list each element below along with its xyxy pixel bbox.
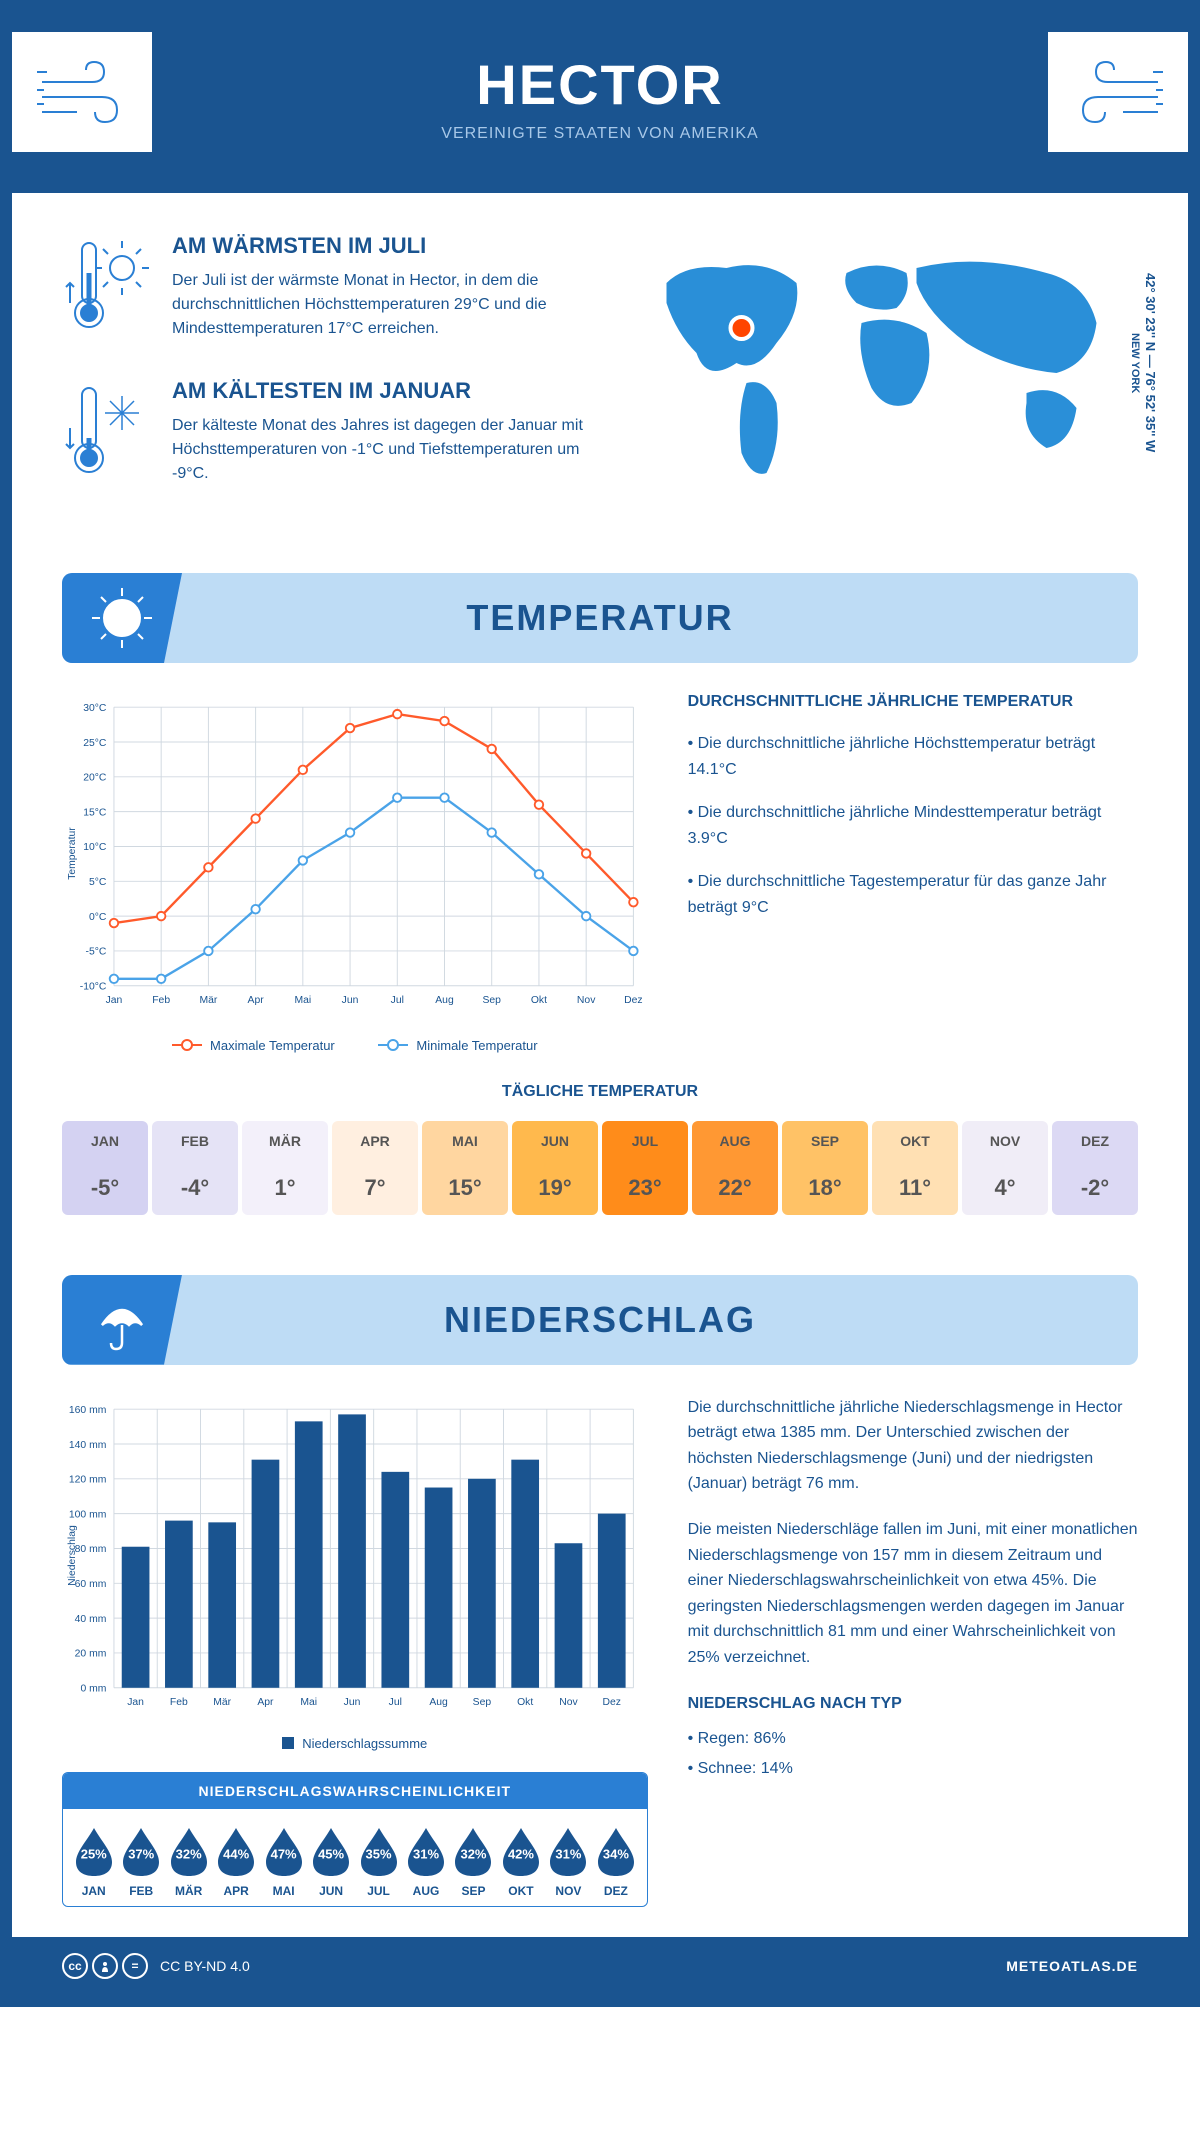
svg-text:Nov: Nov xyxy=(577,995,596,1006)
precipitation-info: Die durchschnittliche jährliche Niedersc… xyxy=(688,1395,1138,1908)
wind-icon-left xyxy=(12,32,152,152)
svg-text:40 mm: 40 mm xyxy=(75,1614,107,1625)
svg-text:160 mm: 160 mm xyxy=(69,1405,106,1416)
svg-text:Dez: Dez xyxy=(603,1696,621,1707)
probability-drop: 35%JUL xyxy=(356,1824,401,1898)
svg-text:Jul: Jul xyxy=(391,995,404,1006)
temperature-line-chart: -10°C -5°C 0°C 5°C 10°C 15°C 20°C 25°C 30°C Jan Fe… xyxy=(62,693,648,1053)
probability-drop: 32%SEP xyxy=(451,1824,496,1898)
precipitation-bar-chart: 0 mm 20 mm 40 mm 60 mm 80 mm 100 mm 120 mm 140 … xyxy=(62,1395,648,1716)
svg-text:Jun: Jun xyxy=(342,995,359,1006)
thermometer-cold-icon xyxy=(62,378,152,493)
temp-cell: DEZ-2° xyxy=(1052,1121,1138,1215)
warmest-title: AM WÄRMSTEN IM JULI xyxy=(172,233,585,259)
probability-drop: 34%DEZ xyxy=(593,1824,638,1898)
thermometer-hot-icon xyxy=(62,233,152,348)
svg-text:Jan: Jan xyxy=(106,995,123,1006)
temp-cell: AUG22° xyxy=(692,1121,778,1215)
svg-text:30°C: 30°C xyxy=(83,703,107,714)
svg-text:Jul: Jul xyxy=(389,1696,402,1707)
svg-text:-5°C: -5°C xyxy=(86,947,107,958)
probability-drop: 25%JAN xyxy=(71,1824,116,1898)
svg-text:-10°C: -10°C xyxy=(80,982,107,993)
svg-text:15°C: 15°C xyxy=(83,807,107,818)
svg-text:0 mm: 0 mm xyxy=(80,1683,106,1694)
daily-temperature-table: TÄGLICHE TEMPERATUR JAN-5°FEB-4°MÄR1°APR… xyxy=(12,1083,1188,1255)
temp-cell: APR7° xyxy=(332,1121,418,1215)
coldest-text: Der kälteste Monat des Jahres ist dagege… xyxy=(172,414,585,486)
svg-text:Jun: Jun xyxy=(344,1696,361,1707)
temp-cell: SEP18° xyxy=(782,1121,868,1215)
probability-drop: 31%NOV xyxy=(546,1824,591,1898)
probability-drop: 47%MAI xyxy=(261,1824,306,1898)
probability-drop: 45%JUN xyxy=(308,1824,353,1898)
svg-text:Feb: Feb xyxy=(152,995,170,1006)
svg-text:Dez: Dez xyxy=(624,995,642,1006)
umbrella-icon xyxy=(62,1275,182,1365)
svg-text:0°C: 0°C xyxy=(89,912,107,923)
warmest-block: AM WÄRMSTEN IM JULI Der Juli ist der wär… xyxy=(62,233,585,348)
svg-text:60 mm: 60 mm xyxy=(75,1579,107,1590)
svg-text:Okt: Okt xyxy=(531,995,547,1006)
svg-text:20°C: 20°C xyxy=(83,773,107,784)
svg-text:80 mm: 80 mm xyxy=(75,1544,107,1555)
probability-drop: 32%MÄR xyxy=(166,1824,211,1898)
probability-drop: 42%OKT xyxy=(498,1824,543,1898)
svg-text:25°C: 25°C xyxy=(83,738,107,749)
world-map xyxy=(615,233,1138,493)
probability-drop: 44%APR xyxy=(213,1824,258,1898)
footer: cc = CC BY-ND 4.0 METEOATLAS.DE xyxy=(12,1937,1188,1995)
svg-text:Mai: Mai xyxy=(294,995,311,1006)
section-header-temperature: TEMPERATUR xyxy=(62,573,1138,663)
probability-drop: 37%FEB xyxy=(118,1824,163,1898)
svg-text:Sep: Sep xyxy=(473,1696,492,1707)
svg-text:Apr: Apr xyxy=(257,1696,274,1707)
temp-cell: NOV4° xyxy=(962,1121,1048,1215)
coordinates: 42° 30' 23'' N — 76° 52' 35'' WNEW YORK xyxy=(1128,233,1158,493)
site-name: METEOATLAS.DE xyxy=(1006,1958,1138,1974)
temp-cell: MAI15° xyxy=(422,1121,508,1215)
svg-text:Mär: Mär xyxy=(213,1696,231,1707)
wind-icon-right xyxy=(1048,32,1188,152)
svg-text:Nov: Nov xyxy=(559,1696,578,1707)
svg-text:Jan: Jan xyxy=(127,1696,144,1707)
temperature-info: DURCHSCHNITTLICHE JÄHRLICHE TEMPERATUR •… xyxy=(688,693,1138,1053)
svg-text:Aug: Aug xyxy=(429,1696,448,1707)
cc-icons: cc = xyxy=(62,1953,148,1979)
country-subtitle: VEREINIGTE STAATEN VON AMERIKA xyxy=(32,125,1168,143)
svg-text:Feb: Feb xyxy=(170,1696,188,1707)
license-text: CC BY-ND 4.0 xyxy=(160,1958,250,1974)
temp-cell: OKT11° xyxy=(872,1121,958,1215)
temp-cell: JAN-5° xyxy=(62,1121,148,1215)
svg-text:100 mm: 100 mm xyxy=(69,1509,106,1520)
temp-cell: JUN19° xyxy=(512,1121,598,1215)
section-header-precipitation: NIEDERSCHLAG xyxy=(62,1275,1138,1365)
temp-cell: FEB-4° xyxy=(152,1121,238,1215)
svg-text:Temperatur: Temperatur xyxy=(67,827,78,880)
svg-text:120 mm: 120 mm xyxy=(69,1474,106,1485)
sun-icon xyxy=(62,573,182,663)
intro-section: AM WÄRMSTEN IM JULI Der Juli ist der wär… xyxy=(12,193,1188,553)
warmest-text: Der Juli ist der wärmste Monat in Hector… xyxy=(172,269,585,341)
temp-cell: JUL23° xyxy=(602,1121,688,1215)
precipitation-probability-box: NIEDERSCHLAGSWAHRSCHEINLICHKEIT 25%JAN37… xyxy=(62,1772,648,1907)
svg-text:Okt: Okt xyxy=(517,1696,533,1707)
temp-cell: MÄR1° xyxy=(242,1121,328,1215)
coldest-title: AM KÄLTESTEN IM JANUAR xyxy=(172,378,585,404)
svg-text:Aug: Aug xyxy=(435,995,454,1006)
city-title: HECTOR xyxy=(32,52,1168,117)
coldest-block: AM KÄLTESTEN IM JANUAR Der kälteste Mona… xyxy=(62,378,585,493)
svg-text:10°C: 10°C xyxy=(83,842,107,853)
svg-text:Sep: Sep xyxy=(482,995,501,1006)
svg-text:Apr: Apr xyxy=(248,995,265,1006)
svg-text:5°C: 5°C xyxy=(89,877,107,888)
svg-text:20 mm: 20 mm xyxy=(75,1648,107,1659)
svg-text:Niederschlag: Niederschlag xyxy=(67,1525,78,1586)
svg-text:140 mm: 140 mm xyxy=(69,1439,106,1450)
header: HECTOR VEREINIGTE STAATEN VON AMERIKA xyxy=(12,12,1188,193)
probability-drop: 31%AUG xyxy=(403,1824,448,1898)
svg-text:Mai: Mai xyxy=(300,1696,317,1707)
svg-text:Mär: Mär xyxy=(199,995,217,1006)
